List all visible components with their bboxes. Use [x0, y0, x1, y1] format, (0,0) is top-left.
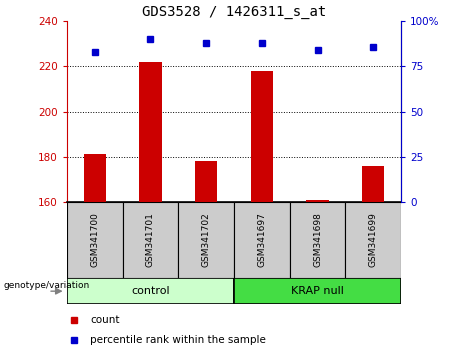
Title: GDS3528 / 1426311_s_at: GDS3528 / 1426311_s_at — [142, 5, 326, 19]
Bar — [251, 71, 273, 202]
Text: GSM341697: GSM341697 — [257, 212, 266, 267]
Bar — [123, 202, 178, 278]
Text: GSM341702: GSM341702 — [201, 212, 211, 267]
Bar — [83, 154, 106, 202]
Text: GSM341699: GSM341699 — [369, 212, 378, 267]
Text: percentile rank within the sample: percentile rank within the sample — [90, 335, 266, 345]
Text: genotype/variation: genotype/variation — [3, 281, 89, 290]
Bar — [362, 166, 384, 202]
Bar — [178, 202, 234, 278]
Bar — [234, 202, 290, 278]
Bar — [345, 202, 401, 278]
Text: control: control — [131, 286, 170, 296]
Bar — [139, 62, 161, 202]
Bar — [234, 278, 401, 304]
Text: count: count — [90, 315, 120, 325]
Bar — [67, 278, 234, 304]
Text: KRAP null: KRAP null — [291, 286, 344, 296]
Text: GSM341698: GSM341698 — [313, 212, 322, 267]
Text: GSM341701: GSM341701 — [146, 212, 155, 267]
Bar — [290, 202, 345, 278]
Bar — [195, 161, 217, 202]
Bar — [67, 202, 123, 278]
Bar — [307, 200, 329, 202]
Text: GSM341700: GSM341700 — [90, 212, 99, 267]
